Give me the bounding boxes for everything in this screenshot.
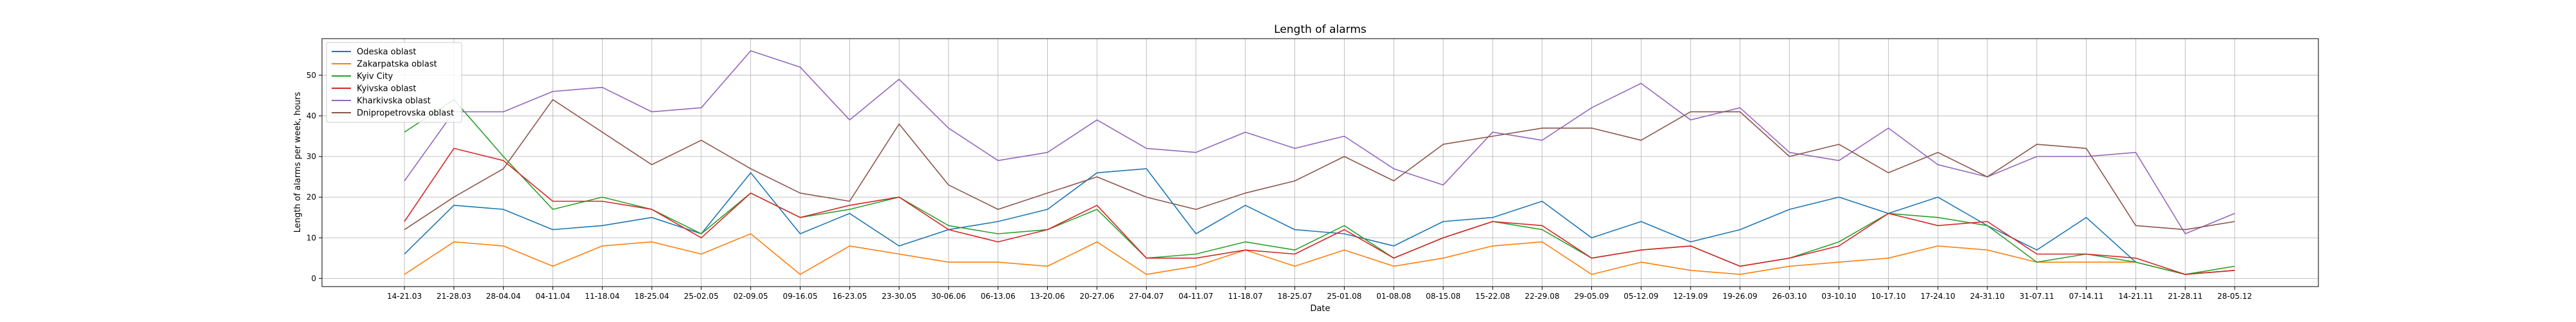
x-tick-label: 21-28.03 [437, 292, 471, 301]
x-tick-label: 28-04.04 [486, 292, 521, 301]
x-tick-label: 17-24.10 [1920, 292, 1955, 301]
series-line-kharkivska-oblast [404, 50, 2235, 234]
legend-label: Zakarpatska oblast [357, 60, 437, 70]
x-tick-label: 30-06.06 [931, 292, 966, 301]
x-tick-label: 04-11.04 [535, 292, 570, 301]
legend-box [326, 42, 462, 123]
x-tick-label: 25-01.08 [1327, 292, 1361, 301]
x-tick-label: 13-20.06 [1030, 292, 1065, 301]
x-tick-label: 28-05.12 [2217, 292, 2252, 301]
y-axis-label: Length of alarms per week, hours [293, 91, 303, 232]
x-tick-label: 16-23.05 [832, 292, 867, 301]
x-tick-label: 14-21.03 [387, 292, 422, 301]
legend-label: Dnipropetrovska oblast [357, 109, 454, 118]
x-tick-label: 29-05.09 [1574, 292, 1609, 301]
x-tick-label: 14-21.11 [2118, 292, 2153, 301]
x-tick-label: 02-09.05 [734, 292, 768, 301]
series-line-kyiv-city [404, 99, 2235, 275]
legend-label: Kharkivska oblast [357, 97, 431, 106]
x-tick-label: 27-04.07 [1129, 292, 1164, 301]
x-tick-label: 18-25.04 [634, 292, 669, 301]
y-tick-label: 50 [307, 71, 316, 80]
series-line-odeska-oblast [404, 168, 2235, 275]
x-tick-label: 11-18.04 [585, 292, 620, 301]
series-line-dnipropetrovska-oblast [404, 99, 2235, 231]
x-tick-label: 25-02.05 [684, 292, 719, 301]
x-axis-label: Date [1310, 304, 1330, 314]
x-axis-ticks: 14-21.03 21-28.03 28-04.04 04-11.04 11-18.04… [387, 287, 2252, 301]
x-tick-label: 24-31.10 [1970, 292, 2005, 301]
x-tick-label: 08-15.08 [1426, 292, 1461, 301]
legend-label: Kyivska oblast [357, 84, 416, 94]
x-tick-label: 05-12.09 [1624, 292, 1658, 301]
x-tick-label: 21-28.11 [2168, 292, 2202, 301]
x-tick-label: 10-17.10 [1871, 292, 1906, 301]
y-tick-label: 0 [311, 274, 316, 283]
x-tick-label: 23-30.05 [882, 292, 916, 301]
x-tick-label: 20-27.06 [1079, 292, 1114, 301]
legend-label: Odeska oblast [357, 48, 416, 57]
series-line-zakarpatska-oblast [404, 233, 2235, 275]
series-line-kyivska-oblast [404, 147, 2235, 275]
series-lines [404, 50, 2235, 275]
x-tick-label: 15-22.08 [1475, 292, 1510, 301]
x-tick-label: 01-08.08 [1376, 292, 1411, 301]
x-tick-label: 18-25.07 [1278, 292, 1312, 301]
x-tick-label: 06-13.06 [981, 292, 1016, 301]
legend-label: Kyiv City [357, 72, 393, 82]
x-tick-label: 19-26.09 [1723, 292, 1757, 301]
x-tick-label: 11-18.07 [1228, 292, 1263, 301]
plot-frame [321, 38, 2319, 287]
x-tick-label: 04-11.07 [1179, 292, 1213, 301]
y-tick-label: 30 [307, 152, 316, 161]
y-axis-ticks: 0 10 20 30 40 50 [307, 71, 322, 283]
grid-lines [322, 39, 2318, 287]
chart-title: Length of alarms [1274, 23, 1367, 36]
x-tick-label: 31-07.11 [2020, 292, 2054, 301]
x-tick-label: 12-19.09 [1673, 292, 1708, 301]
x-tick-label: 07-14.11 [2069, 292, 2104, 301]
y-tick-label: 40 [307, 111, 316, 120]
x-tick-label: 03-10.10 [1822, 292, 1857, 301]
y-tick-label: 10 [307, 233, 316, 242]
y-tick-label: 20 [307, 193, 316, 202]
x-tick-label: 22-29.08 [1525, 292, 1560, 301]
x-tick-label: 26-03.10 [1772, 292, 1807, 301]
legend: Odeska oblast Zakarpatska oblast Kyiv City… [326, 42, 462, 123]
x-tick-label: 09-16.05 [783, 292, 818, 301]
